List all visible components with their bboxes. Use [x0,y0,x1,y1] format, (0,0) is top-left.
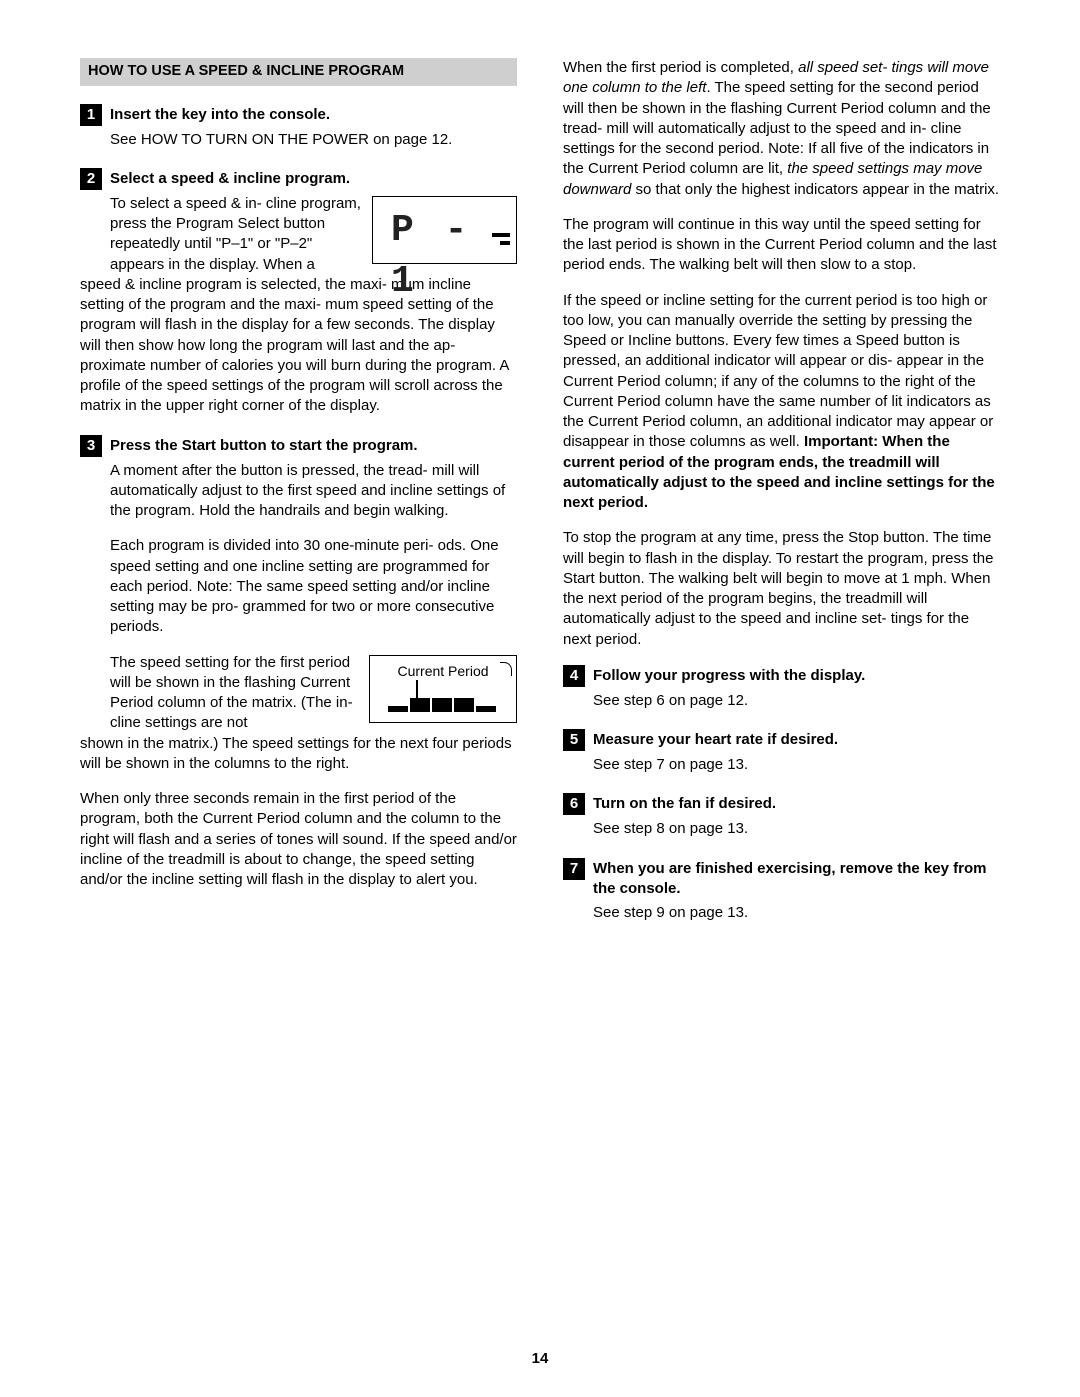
step-3-p3b: shown in the matrix.) The speed settings… [80,734,517,775]
step-4-p1: See step 6 on page 12. [593,691,1000,711]
matrix-figure: Current Period [369,655,517,723]
step-4-title: Follow your progress with the display. [593,665,865,687]
step-5-title: Measure your heart rate if desired. [593,729,838,751]
bar [410,698,430,712]
step-6-p1: See step 8 on page 13. [593,819,1000,839]
right-p4: To stop the program at any time, press t… [563,528,1000,650]
bar [432,698,452,712]
step-number-badge: 6 [563,793,585,815]
step-number-badge: 7 [563,858,585,880]
step-6-header: 6 Turn on the fan if desired. [563,793,1000,815]
step-5-p1: See step 7 on page 13. [593,755,1000,775]
step-3-p2: Each program is divided into 30 one-minu… [110,536,517,637]
step-number-badge: 3 [80,435,102,457]
lcd-text: P - 1 [391,205,516,308]
right-column: When the first period is completed, all … [563,58,1000,941]
bar [476,706,496,712]
step-1-header: 1 Insert the key into the console. [80,104,517,126]
right-p1: When the first period is completed, all … [563,58,1000,200]
right-p3: If the speed or incline setting for the … [563,291,1000,514]
lcd-tick-icon [492,233,510,237]
step-number-badge: 4 [563,665,585,687]
step-7-title: When you are finished exercising, remove… [593,858,1000,900]
step-4-body: See step 6 on page 12. [593,691,1000,711]
step-4-header: 4 Follow your progress with the display. [563,665,1000,687]
step-3-body: A moment after the button is pressed, th… [110,461,517,891]
two-column-layout: HOW TO USE A SPEED & INCLINE PROGRAM 1 I… [80,58,1000,941]
step-number-badge: 1 [80,104,102,126]
bar [454,698,474,712]
pointer-line-icon [416,680,418,698]
step-7-header: 7 When you are finished exercising, remo… [563,858,1000,900]
step-7-p1: See step 9 on page 13. [593,903,1000,923]
step-2-header: 2 Select a speed & incline program. [80,168,517,190]
step-2-body: P - 1 To select a speed & in- cline prog… [110,194,517,417]
lcd-figure: P - 1 [372,196,517,264]
step-1-p1: See HOW TO TURN ON THE POWER on page 12. [110,130,517,150]
bar-chart-icon [388,698,496,712]
section-header: HOW TO USE A SPEED & INCLINE PROGRAM [80,58,517,86]
step-3-p4: When only three seconds remain in the fi… [80,789,517,890]
step-1-body: See HOW TO TURN ON THE POWER on page 12. [110,130,517,150]
step-7-body: See step 9 on page 13. [593,903,1000,923]
step-6-title: Turn on the fan if desired. [593,793,776,815]
right-p2: The program will continue in this way un… [563,215,1000,276]
left-column: HOW TO USE A SPEED & INCLINE PROGRAM 1 I… [80,58,517,941]
step-number-badge: 2 [80,168,102,190]
step-5-body: See step 7 on page 13. [593,755,1000,775]
step-3-title: Press the Start button to start the prog… [110,435,418,457]
right-p3-a: If the speed or incline setting for the … [563,292,993,451]
page-number: 14 [0,1349,1080,1369]
step-3-header: 3 Press the Start button to start the pr… [80,435,517,457]
step-2-title: Select a speed & incline program. [110,168,350,190]
bar [388,706,408,712]
right-p1-a: When the first period is completed, [563,59,798,76]
step-3-p1: A moment after the button is pressed, th… [110,461,517,522]
right-p1-c: so that only the highest indicators appe… [636,181,1000,198]
figure-label: Current Period [370,662,516,681]
step-6-body: See step 8 on page 13. [593,819,1000,839]
step-number-badge: 5 [563,729,585,751]
step-5-header: 5 Measure your heart rate if desired. [563,729,1000,751]
lcd-tick-icon [500,241,510,245]
step-1-title: Insert the key into the console. [110,104,330,126]
